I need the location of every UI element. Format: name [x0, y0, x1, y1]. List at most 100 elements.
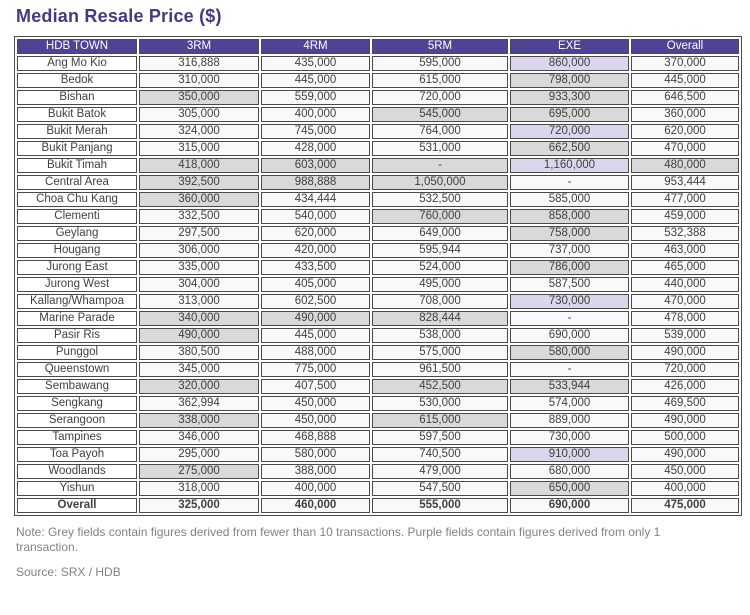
value-cell: 420,000: [261, 243, 370, 258]
table-row: Ang Mo Kio 316,888 435,000 595,000 860,000 37…: [17, 56, 739, 71]
value-cell: -: [510, 362, 629, 377]
value-cell: 469,500: [631, 396, 739, 411]
value-cell: 595,000: [372, 56, 508, 71]
value-cell: 470,000: [631, 294, 739, 309]
value-cell: 478,000: [631, 311, 739, 326]
value-cell: 470,000: [631, 141, 739, 156]
value-cell: 340,000: [139, 311, 259, 326]
town-cell: Pasir Ris: [17, 328, 137, 343]
value-cell: 740,500: [372, 447, 508, 462]
value-cell: 539,000: [631, 328, 739, 343]
column-header-exe: EXE: [510, 39, 629, 54]
value-cell: 798,000: [510, 73, 629, 88]
value-cell: 650,000: [510, 481, 629, 496]
value-cell: 360,000: [139, 192, 259, 207]
value-cell: 320,000: [139, 379, 259, 394]
value-cell: 620,000: [261, 226, 370, 241]
value-cell: 360,000: [631, 107, 739, 122]
value-cell: 860,000: [510, 56, 629, 71]
value-cell: 445,000: [261, 73, 370, 88]
value-cell: 392,500: [139, 175, 259, 190]
town-cell: Serangoon: [17, 413, 137, 428]
value-cell: 325,000: [139, 498, 259, 513]
table-row: Bukit Timah 418,000 603,000-1,160,000 480,0…: [17, 158, 739, 173]
value-cell: 315,000: [139, 141, 259, 156]
value-cell: 889,000: [510, 413, 629, 428]
value-cell: 680,000: [510, 464, 629, 479]
value-cell: 405,000: [261, 277, 370, 292]
table-note: Note: Grey fields contain figures derive…: [16, 525, 661, 554]
value-cell: 730,000: [510, 294, 629, 309]
value-cell: 538,000: [372, 328, 508, 343]
value-cell: 475,000: [631, 498, 739, 513]
value-cell: 828,444: [372, 311, 508, 326]
value-cell: 615,000: [372, 73, 508, 88]
median-resale-price-table: HDB TOWN 3RM 4RM 5RM EXE Overall Ang Mo Kio 31…: [14, 36, 742, 516]
value-cell: 324,000: [139, 124, 259, 139]
table-row: Pasir Ris 490,000 445,000 538,000 690,000 539…: [17, 328, 739, 343]
town-cell: Choa Chu Kang: [17, 192, 137, 207]
column-header-3rm: 3RM: [139, 39, 259, 54]
value-cell: 690,000: [510, 498, 629, 513]
value-cell: 335,000: [139, 260, 259, 275]
source-credit: Source: SRX / HDB: [16, 565, 121, 579]
value-cell: 338,000: [139, 413, 259, 428]
value-cell: 555,000: [372, 498, 508, 513]
value-cell: 910,000: [510, 447, 629, 462]
value-cell: 490,000: [631, 413, 739, 428]
table-row: Sengkang 362,994 450,000 530,000 574,000 469,…: [17, 396, 739, 411]
value-cell: 450,000: [631, 464, 739, 479]
table-row: Toa Payoh 295,000 580,000 740,500 910,000 490…: [17, 447, 739, 462]
value-cell: 575,000: [372, 345, 508, 360]
value-cell: 304,000: [139, 277, 259, 292]
value-cell: 490,000: [631, 345, 739, 360]
table-row: Jurong East 335,000 433,500 524,000 786,000 4…: [17, 260, 739, 275]
town-cell: Jurong East: [17, 260, 137, 275]
value-cell: -: [510, 175, 629, 190]
value-cell: 370,000: [631, 56, 739, 71]
town-cell: Tampines: [17, 430, 137, 445]
value-cell: 531,000: [372, 141, 508, 156]
value-cell: 400,000: [261, 107, 370, 122]
value-cell: 615,000: [372, 413, 508, 428]
report-page: Median Resale Price ($) HDB TOWN 3RM 4RM 5R…: [14, 6, 742, 579]
value-cell: 433,500: [261, 260, 370, 275]
value-cell: 468,888: [261, 430, 370, 445]
value-cell: 775,000: [261, 362, 370, 377]
column-header-4rm: 4RM: [261, 39, 370, 54]
table-row: Choa Chu Kang 360,000 434,444 532,500 585,00…: [17, 192, 739, 207]
table-row: Bukit Batok 305,000 400,000 545,000 695,000 3…: [17, 107, 739, 122]
value-cell: 440,000: [631, 277, 739, 292]
value-cell: 460,000: [261, 498, 370, 513]
value-cell: 764,000: [372, 124, 508, 139]
town-cell: Ang Mo Kio: [17, 56, 137, 71]
value-cell: 649,000: [372, 226, 508, 241]
table-row: Kallang/Whampoa 313,000 602,500 708,000 730,…: [17, 294, 739, 309]
value-cell: 646,500: [631, 90, 739, 105]
town-cell: Toa Payoh: [17, 447, 137, 462]
town-cell: Geylang: [17, 226, 137, 241]
value-cell: 452,500: [372, 379, 508, 394]
column-header-overall: Overall: [631, 39, 739, 54]
value-cell: 490,000: [261, 311, 370, 326]
value-cell: 346,000: [139, 430, 259, 445]
value-cell: 332,500: [139, 209, 259, 224]
value-cell: 620,000: [631, 124, 739, 139]
table-header-row: HDB TOWN 3RM 4RM 5RM EXE Overall: [17, 39, 739, 54]
table-row: Marine Parade 340,000 490,000 828,444-478,0…: [17, 311, 739, 326]
table-row: Clementi 332,500 540,000 760,000 858,000 459,…: [17, 209, 739, 224]
value-cell: 603,000: [261, 158, 370, 173]
column-header-hdb-town: HDB TOWN: [17, 39, 137, 54]
table-row: Queenstown 345,000 775,000 961,500-720,000: [17, 362, 739, 377]
value-cell: 545,000: [372, 107, 508, 122]
town-cell: Bukit Panjang: [17, 141, 137, 156]
value-cell: 479,000: [372, 464, 508, 479]
table-row: Tampines 346,000 468,888 597,500 730,000 500,…: [17, 430, 739, 445]
value-cell: 426,000: [631, 379, 739, 394]
value-cell: 587,500: [510, 277, 629, 292]
value-cell: 477,000: [631, 192, 739, 207]
value-cell: 345,000: [139, 362, 259, 377]
town-cell: Clementi: [17, 209, 137, 224]
value-cell: 1,160,000: [510, 158, 629, 173]
table-row: Sembawang 320,000 407,500 452,500 533,944 426…: [17, 379, 739, 394]
